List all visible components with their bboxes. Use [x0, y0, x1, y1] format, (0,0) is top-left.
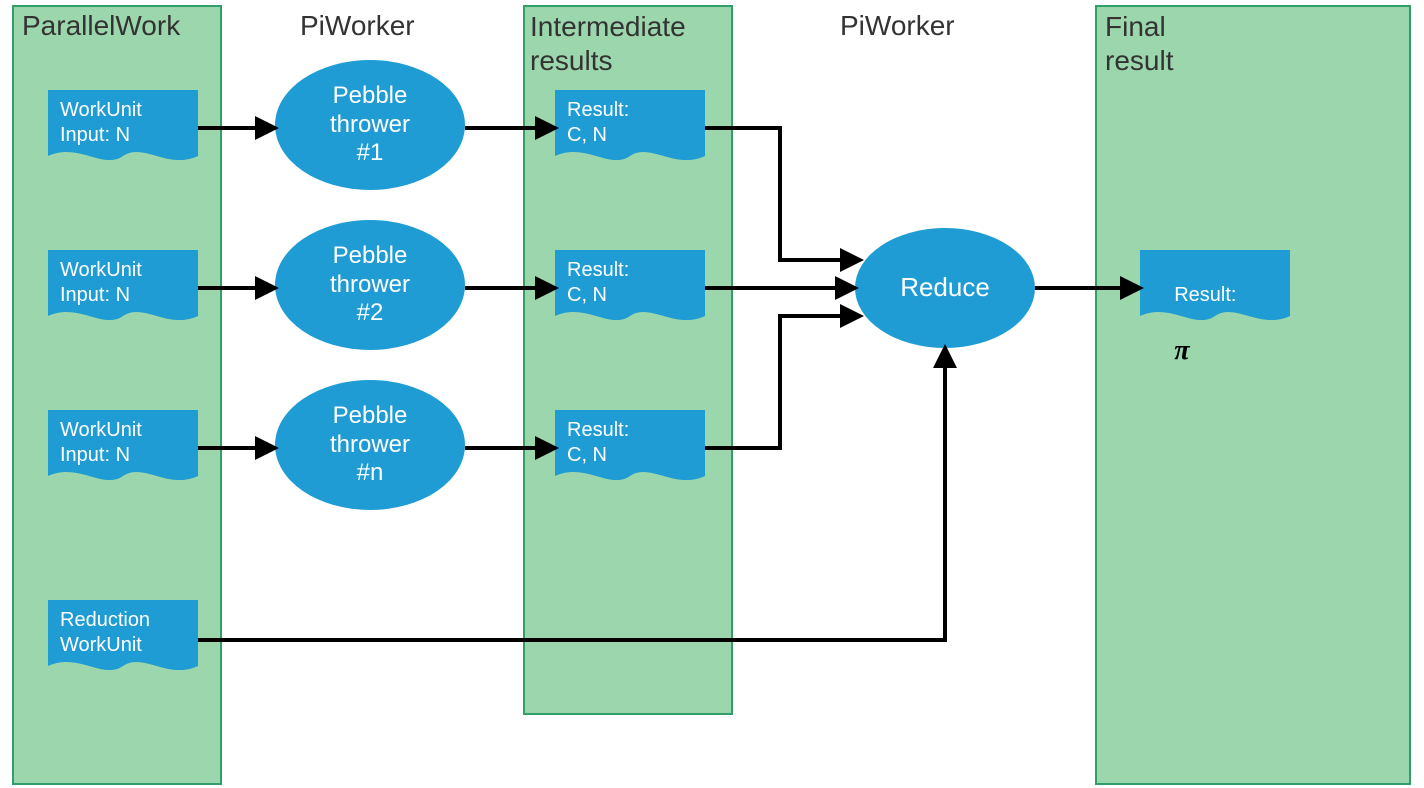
header-final: Final result	[1105, 10, 1173, 77]
doc-workunit-2: WorkUnit Input: N	[48, 250, 198, 330]
doc-final-result: Result: π	[1140, 250, 1290, 330]
panel-final	[1095, 5, 1411, 785]
doc-reduction-workunit: Reduction WorkUnit	[48, 600, 198, 680]
header-piworker-2: PiWorker	[840, 10, 955, 42]
header-intermediate: Intermediate results	[530, 10, 686, 77]
doc-workunit-1-label: WorkUnit Input: N	[60, 98, 142, 148]
doc-reduction-label: Reduction WorkUnit	[60, 608, 150, 658]
doc-result-2-label: Result: C, N	[567, 258, 629, 308]
ellipse-reduce-label: Reduce	[900, 272, 990, 303]
ellipse-reduce: Reduce	[855, 228, 1035, 348]
ellipse-thrower-1-label: Pebble thrower #1	[330, 82, 410, 168]
ellipse-thrower-2: Pebble thrower #2	[275, 220, 465, 350]
doc-workunit-1: WorkUnit Input: N	[48, 90, 198, 170]
doc-final-result-label: Result: π	[1152, 258, 1236, 393]
doc-workunit-2-label: WorkUnit Input: N	[60, 258, 142, 308]
header-parallelwork: ParallelWork	[22, 10, 180, 42]
ellipse-thrower-3: Pebble thrower #n	[275, 380, 465, 510]
doc-result-1: Result: C, N	[555, 90, 705, 170]
pi-symbol: π	[1174, 335, 1189, 366]
ellipse-thrower-2-label: Pebble thrower #2	[330, 242, 410, 328]
doc-workunit-3: WorkUnit Input: N	[48, 410, 198, 490]
doc-result-2: Result: C, N	[555, 250, 705, 330]
ellipse-thrower-1: Pebble thrower #1	[275, 60, 465, 190]
final-result-text: Result:	[1174, 284, 1236, 306]
doc-result-3: Result: C, N	[555, 410, 705, 490]
doc-result-3-label: Result: C, N	[567, 418, 629, 468]
ellipse-thrower-3-label: Pebble thrower #n	[330, 402, 410, 488]
doc-workunit-3-label: WorkUnit Input: N	[60, 418, 142, 468]
header-piworker-1: PiWorker	[300, 10, 415, 42]
doc-result-1-label: Result: C, N	[567, 98, 629, 148]
